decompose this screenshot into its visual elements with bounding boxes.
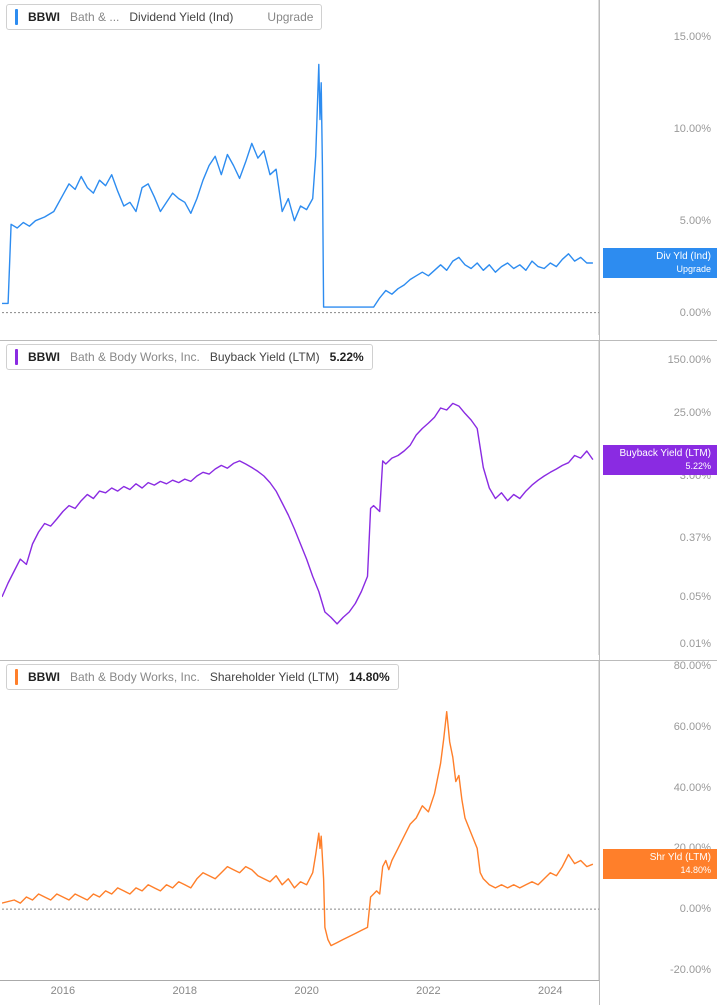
legend-value: 14.80% — [349, 670, 390, 684]
series-line-buyback — [2, 403, 593, 624]
y-axis-shareholder: -20.00%0.00%20.00%40.00%60.00%80.00% — [599, 660, 717, 980]
legend-upgrade-link[interactable]: Upgrade — [267, 10, 313, 24]
badge-line2: 14.80% — [609, 864, 711, 876]
panel-divider — [0, 660, 717, 661]
y-tick-label: 0.00% — [680, 903, 711, 915]
legend-buyback[interactable]: BBWI Bath & Body Works, Inc. Buyback Yield… — [6, 344, 373, 370]
badge-line2: Upgrade — [609, 263, 711, 275]
legend-ticker: BBWI — [28, 10, 60, 24]
legend-company-name: Bath & Body Works, Inc. — [70, 350, 200, 364]
x-tick-label: 2018 — [173, 985, 197, 997]
y-tick-label: 10.00% — [674, 123, 711, 135]
y-tick-label: 0.00% — [680, 307, 711, 319]
series-line-shareholder — [2, 712, 593, 946]
legend-company-name: Bath & Body Works, Inc. — [70, 670, 200, 684]
y-tick-label: 15.00% — [674, 31, 711, 43]
x-tick-label: 2020 — [294, 985, 318, 997]
chart-panel-shareholder: -20.00%0.00%20.00%40.00%60.00%80.00%Shr … — [0, 660, 717, 980]
legend-metric: Shareholder Yield (LTM) — [210, 670, 339, 684]
legend-company-name: Bath & ... — [70, 10, 119, 24]
y-tick-label: -20.00% — [670, 964, 711, 976]
legend-color-bar — [15, 9, 18, 25]
y-tick-label: 80.00% — [674, 660, 711, 672]
y-tick-label: 0.37% — [680, 532, 711, 544]
legend-ticker: BBWI — [28, 670, 60, 684]
legend-color-bar — [15, 349, 18, 365]
legend-metric: Buyback Yield (LTM) — [210, 350, 320, 364]
y-axis-buyback: 0.01%0.05%0.37%3.00%25.00%150.00% — [599, 340, 717, 655]
current-value-badge-shareholder: Shr Yld (LTM)14.80% — [603, 849, 717, 879]
legend-dividend[interactable]: BBWI Bath & ... Dividend Yield (Ind) Upgrad… — [6, 4, 322, 30]
x-tick-label: 2022 — [416, 985, 440, 997]
x-tick-label: 2024 — [538, 985, 562, 997]
x-tick-label: 2016 — [51, 985, 75, 997]
badge-line2: 5.22% — [609, 460, 711, 472]
legend-value: 5.22% — [330, 350, 364, 364]
current-value-badge-buyback: Buyback Yield (LTM)5.22% — [603, 445, 717, 475]
chart-panel-buyback: 0.01%0.05%0.37%3.00%25.00%150.00%Buyback… — [0, 340, 717, 655]
y-tick-label: 0.01% — [680, 638, 711, 650]
legend-ticker: BBWI — [28, 350, 60, 364]
legend-color-bar — [15, 669, 18, 685]
y-tick-label: 25.00% — [674, 407, 711, 419]
current-value-badge-dividend: Div Yld (Ind)Upgrade — [603, 248, 717, 278]
badge-line1: Buyback Yield (LTM) — [609, 448, 711, 460]
y-tick-label: 150.00% — [668, 354, 711, 366]
y-tick-label: 0.05% — [680, 591, 711, 603]
x-axis: 2016 2018 2020 2022 2024 — [0, 980, 599, 1004]
legend-shareholder[interactable]: BBWI Bath & Body Works, Inc. Shareholder Y… — [6, 664, 399, 690]
y-axis-dividend: 0.00% 5.00% 10.00% 15.00% — [599, 0, 717, 335]
badge-line1: Div Yld (Ind) — [609, 251, 711, 263]
legend-metric: Dividend Yield (Ind) — [129, 10, 233, 24]
series-line-dividend — [2, 64, 593, 307]
chart-plot-buyback[interactable] — [2, 340, 599, 655]
badge-line1: Shr Yld (LTM) — [609, 852, 711, 864]
y-tick-label: 40.00% — [674, 782, 711, 794]
panel-divider — [0, 340, 717, 341]
chart-plot-dividend[interactable] — [2, 0, 599, 335]
axis-right-edge — [599, 0, 600, 1005]
chart-panel-dividend: 0.00%5.00%10.00%15.00%Div Yld (Ind)Upgra… — [0, 0, 717, 335]
y-tick-label: 60.00% — [674, 721, 711, 733]
chart-plot-shareholder[interactable] — [2, 660, 599, 980]
y-tick-label: 5.00% — [680, 215, 711, 227]
